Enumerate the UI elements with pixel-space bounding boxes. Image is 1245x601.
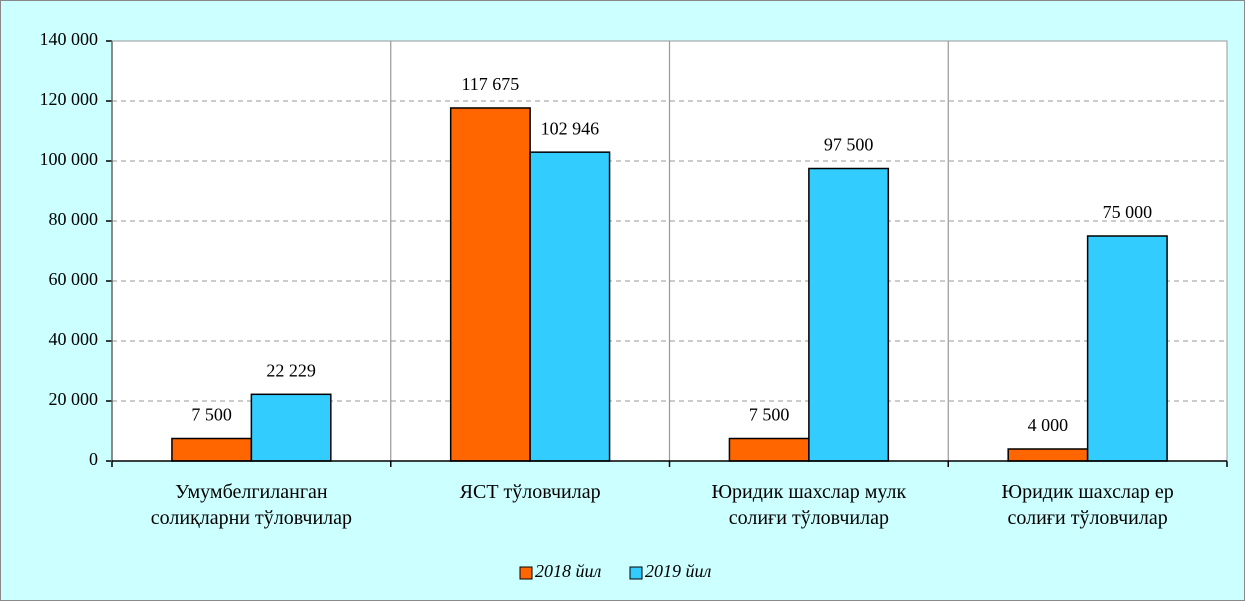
bar: [250, 393, 332, 462]
legend-swatch: [519, 566, 533, 580]
x-tick-label: Умумбелгиланган солиқларни тўловчилар: [150, 481, 353, 529]
data-label: 75 000: [1103, 202, 1153, 222]
data-label: 4 000: [1028, 415, 1069, 435]
data-label: 102 946: [541, 118, 600, 138]
y-tick-label: 140 000: [40, 29, 99, 49]
bar: [449, 107, 531, 462]
y-tick-label: 40 000: [49, 329, 99, 349]
data-label: 97 500: [824, 135, 874, 155]
bar: [728, 437, 810, 462]
y-tick-label: 120 000: [40, 89, 99, 109]
y-tick-label: 100 000: [40, 149, 99, 169]
x-tick-label: ЯСТ тўловчилар: [459, 481, 601, 503]
data-label: 7 500: [191, 405, 232, 425]
legend-swatch: [629, 566, 643, 580]
y-tick-label: 20 000: [49, 389, 99, 409]
y-tick-label: 80 000: [49, 209, 99, 229]
bar: [1007, 448, 1089, 462]
data-label: 7 500: [749, 405, 790, 425]
data-label: 117 675: [461, 74, 519, 94]
bar: [1086, 235, 1168, 462]
data-label: 22 229: [266, 360, 316, 380]
x-tick-label: Юридик шахслар ер солиғи тўловчилар: [1001, 481, 1174, 529]
y-tick-label: 0: [89, 449, 98, 469]
legend-label: 2018 йил: [535, 561, 602, 581]
x-tick-label: Юридик шахслар мулк солиғи тўловчилар: [711, 481, 907, 529]
y-tick-label: 60 000: [49, 269, 99, 289]
bar: [808, 167, 890, 462]
bar: [171, 437, 253, 462]
bar: [529, 151, 611, 462]
legend-label: 2019 йил: [645, 561, 712, 581]
